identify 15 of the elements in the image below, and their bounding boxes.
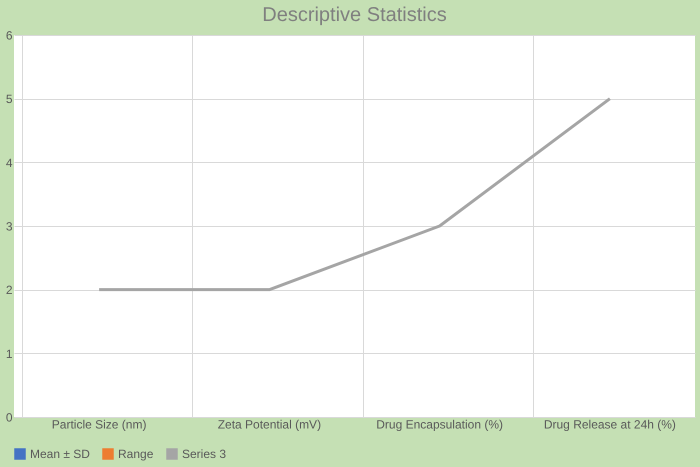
y-tick-label: 6: [6, 28, 13, 42]
x-tick-label: Drug Encapsulation (%): [376, 418, 503, 432]
legend-label: Mean ± SD: [30, 447, 90, 461]
x-tick-label: Drug Release at 24h (%): [544, 418, 676, 432]
y-tick-label: 1: [6, 346, 13, 361]
y-tick-label: 2: [6, 283, 13, 298]
y-tick-label: 0: [6, 410, 13, 424]
x-tick-label: Particle Size (nm): [52, 418, 146, 432]
chart-title: Descriptive Statistics: [262, 4, 447, 26]
legend-label: Series 3: [182, 447, 226, 461]
y-tick-label: 4: [6, 156, 13, 170]
y-tick-label: 5: [6, 92, 13, 106]
y-tick-label: 3: [6, 220, 13, 234]
x-tick-label: Zeta Potential (mV): [218, 418, 322, 432]
legend-label: Range: [118, 447, 154, 461]
